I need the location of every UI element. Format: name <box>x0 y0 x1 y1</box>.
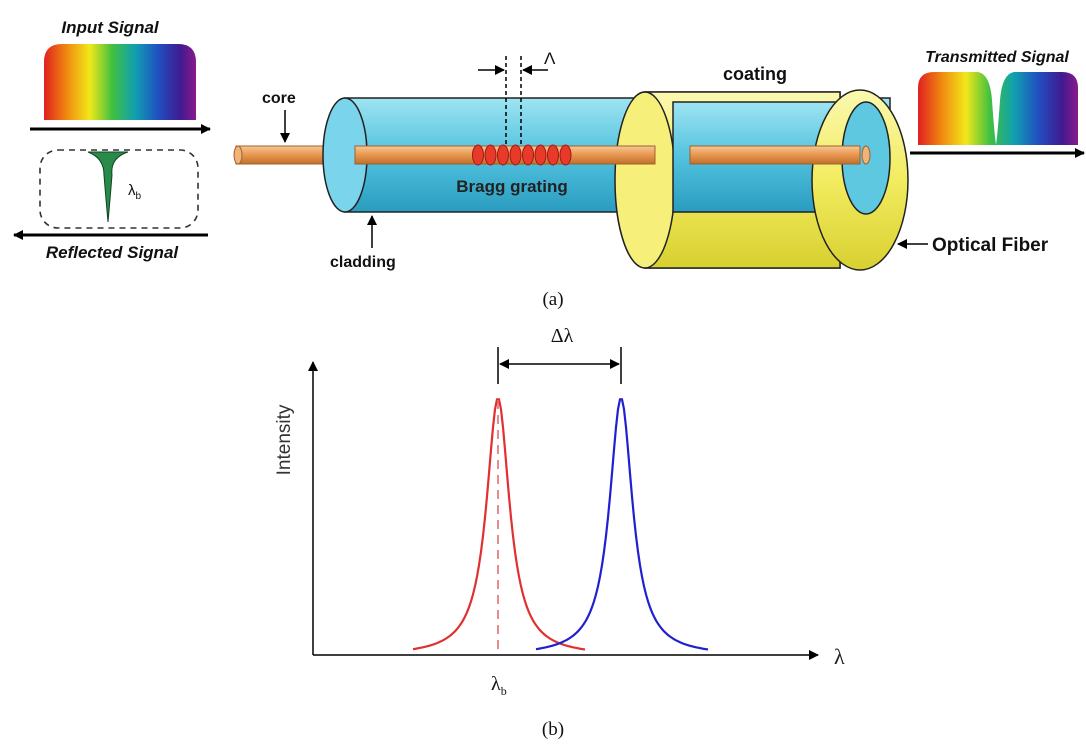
red-peak-curve <box>412 398 586 651</box>
blue-peak-curve <box>535 398 709 651</box>
x-axis-label: λ <box>834 644 845 669</box>
grating-segment <box>497 144 509 166</box>
caption-b: (b) <box>542 719 564 740</box>
coating-label: coating <box>723 64 787 84</box>
grating-segment <box>484 144 497 166</box>
grating-segment <box>534 144 547 166</box>
grating-segment <box>509 144 522 166</box>
transmitted-signal-label: Transmitted Signal <box>925 49 1069 66</box>
grating-segment <box>559 144 572 166</box>
shift-label: Δλ <box>551 325 574 347</box>
y-axis-label: Intensity <box>274 404 295 475</box>
grating-label: Bragg grating <box>456 177 567 196</box>
reflected-lambda: λb <box>128 182 142 202</box>
cladding-label: cladding <box>330 254 396 271</box>
reflected-signal-label: Reflected Signal <box>46 243 180 262</box>
panel-b: Intensity λ Δλ λb (b) <box>274 325 845 740</box>
lambda-b-label: λb <box>491 673 507 698</box>
reflected-peak <box>87 151 129 223</box>
transmitted-notch <box>978 72 1014 145</box>
core-label: core <box>262 90 296 107</box>
grating-segment <box>472 144 484 166</box>
bragg-grating <box>472 144 572 166</box>
input-signal-label: Input Signal <box>61 18 160 37</box>
input-spectrum <box>44 44 196 120</box>
optical-fiber-label: Optical Fiber <box>932 235 1049 256</box>
panel-a: Input Signal λb Reflected Signal <box>13 18 1085 310</box>
grating-segment <box>547 144 559 166</box>
grating-segment <box>522 144 534 166</box>
reflected-box <box>39 149 199 229</box>
period-label: Λ <box>544 49 556 68</box>
caption-a: (a) <box>542 289 563 310</box>
